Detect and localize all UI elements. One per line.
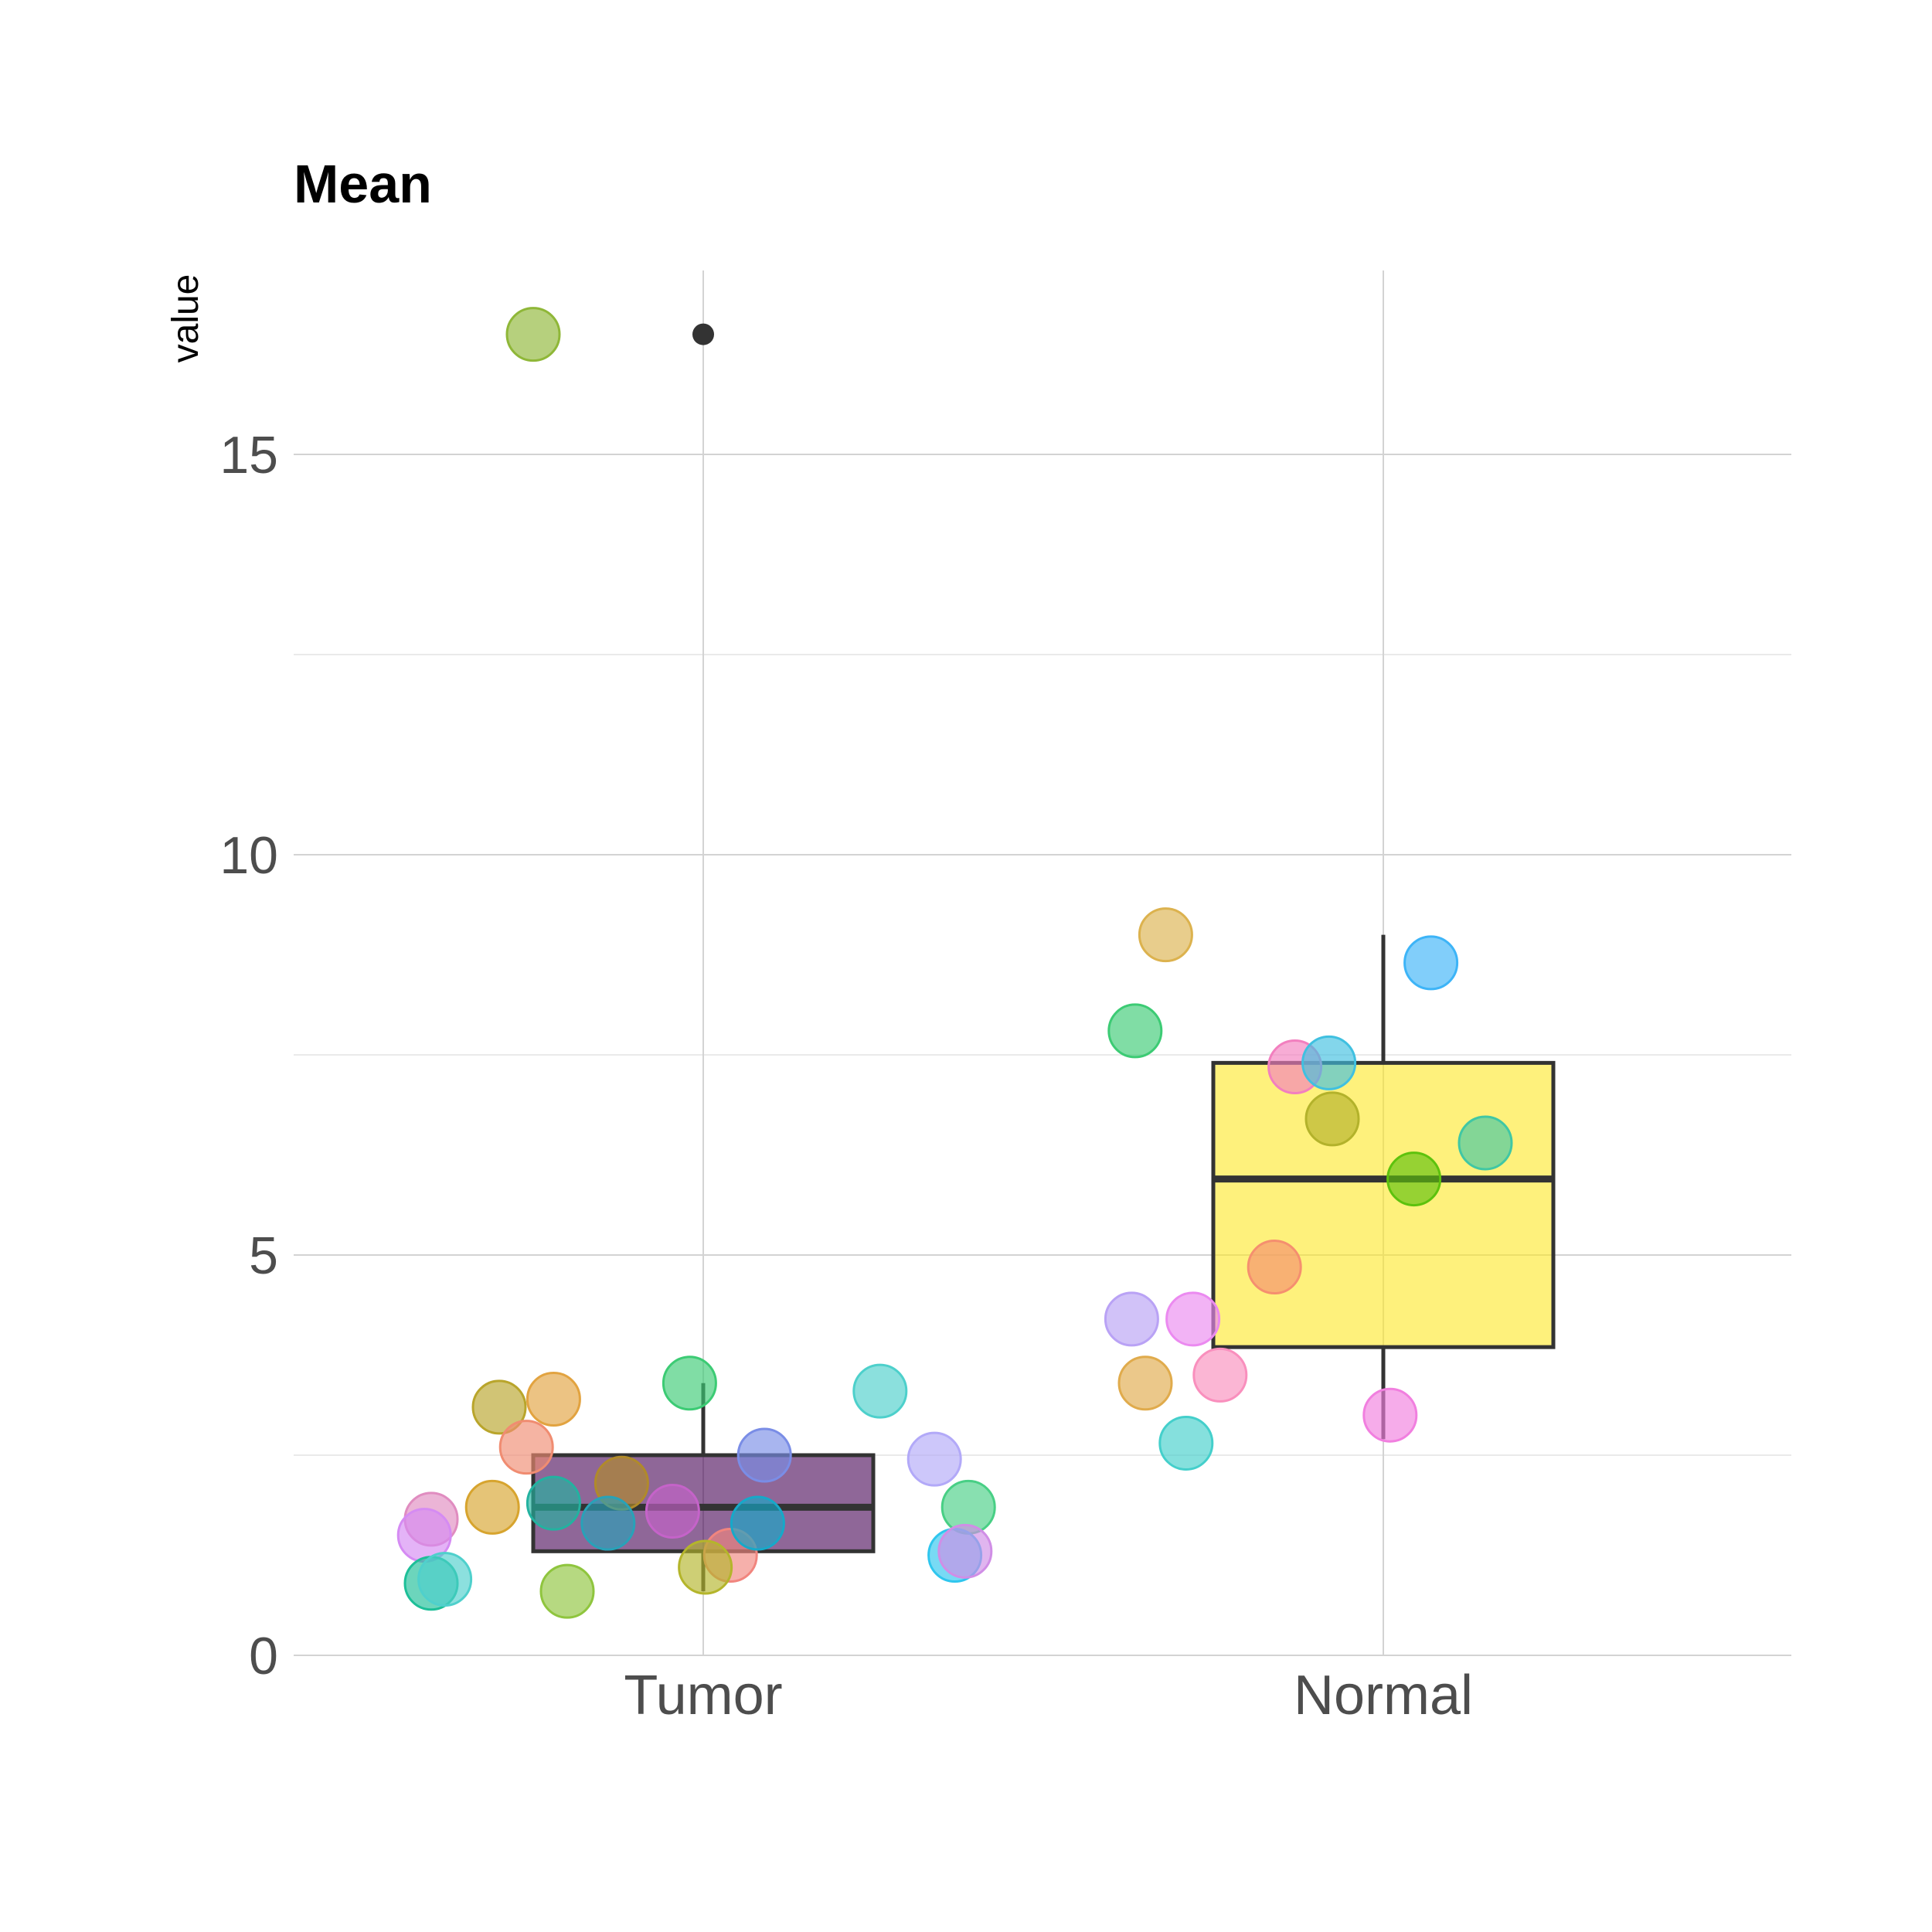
y-axis-label: value bbox=[165, 274, 206, 363]
jitter-point bbox=[730, 1495, 785, 1551]
box-rect bbox=[1211, 1060, 1556, 1349]
jitter-point bbox=[645, 1484, 700, 1539]
jitter-point bbox=[662, 1355, 717, 1411]
jitter-point bbox=[736, 1427, 792, 1483]
y-tick-label: 10 bbox=[219, 826, 278, 885]
jitter-point bbox=[498, 1420, 554, 1475]
jitter-point bbox=[526, 1475, 581, 1531]
jitter-point bbox=[580, 1495, 636, 1551]
chart-title: Mean bbox=[294, 154, 432, 214]
x-tick-label: Normal bbox=[1294, 1665, 1473, 1726]
jitter-point bbox=[417, 1552, 473, 1607]
jitter-point bbox=[1386, 1151, 1442, 1207]
jitter-point bbox=[464, 1479, 520, 1535]
jitter-point bbox=[1158, 1415, 1214, 1471]
jitter-point bbox=[1301, 1035, 1357, 1090]
box-normal bbox=[1211, 934, 1556, 1440]
jitter-point bbox=[1247, 1240, 1302, 1295]
outlier-point bbox=[692, 323, 714, 345]
jitter-point bbox=[526, 1371, 581, 1427]
jitter-point bbox=[1165, 1291, 1221, 1347]
jitter-point bbox=[1107, 1003, 1163, 1059]
jitter-point bbox=[906, 1431, 962, 1487]
jitter-point bbox=[539, 1563, 595, 1619]
x-tick-label: Tumor bbox=[624, 1665, 782, 1726]
jitter-point bbox=[1104, 1291, 1159, 1347]
y-tick-label: 0 bbox=[249, 1627, 278, 1685]
jitter-point bbox=[1362, 1387, 1418, 1443]
y-tick-label: 5 bbox=[249, 1226, 278, 1285]
jitter-point bbox=[678, 1539, 733, 1595]
data-points bbox=[396, 307, 1513, 1619]
jitter-point bbox=[1138, 907, 1193, 963]
y-tick-label: 15 bbox=[219, 426, 278, 485]
jitter-point bbox=[1458, 1115, 1513, 1171]
jitter-point bbox=[937, 1523, 993, 1579]
jitter-point bbox=[1192, 1347, 1248, 1403]
jitter-point bbox=[1403, 935, 1459, 991]
jitter-point bbox=[1304, 1091, 1360, 1147]
jitter-point bbox=[471, 1379, 527, 1435]
axis-ticks: 0 5 10 15 Tumor Normal bbox=[219, 426, 1473, 1726]
jitter-point bbox=[505, 307, 561, 362]
jitter-point bbox=[852, 1363, 908, 1419]
jitter-point bbox=[1117, 1355, 1173, 1411]
